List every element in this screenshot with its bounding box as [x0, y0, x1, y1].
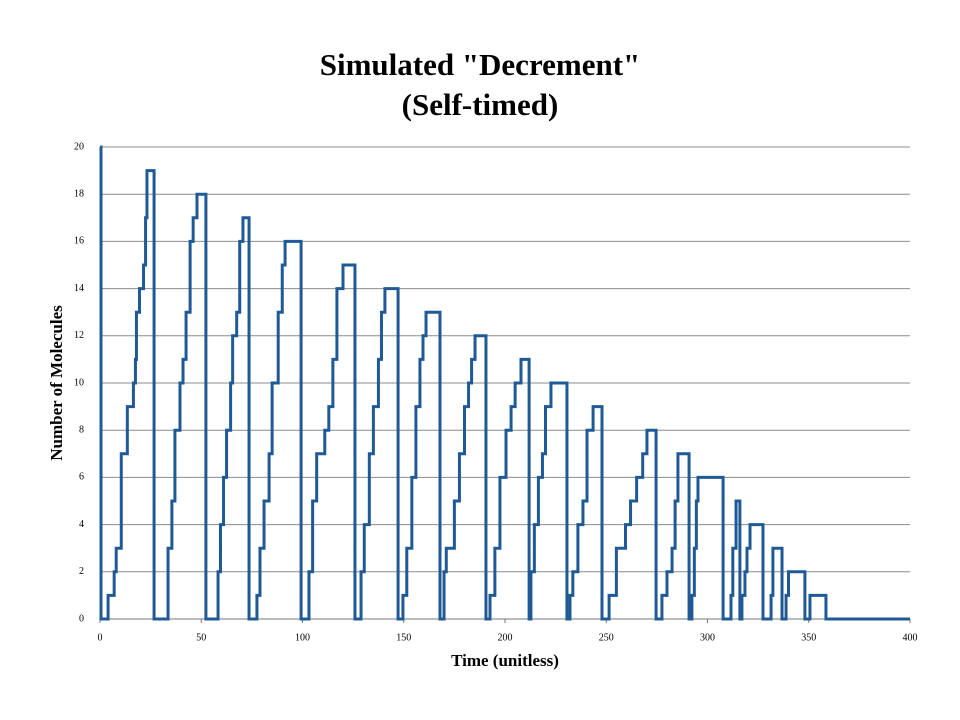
x-tick-label: 400	[903, 632, 918, 643]
y-tick-label: 16	[74, 236, 84, 247]
x-tick-label: 350	[801, 632, 816, 643]
y-tick-label: 8	[79, 424, 84, 435]
x-tick-label: 250	[599, 632, 614, 643]
x-tick-label: 50	[196, 632, 206, 643]
x-tick-label: 300	[700, 632, 715, 643]
chart-title: (Self-timed)	[402, 87, 559, 122]
x-tick-label: 200	[498, 632, 513, 643]
y-tick-label: 2	[79, 566, 84, 577]
x-axis-label: Time (unitless)	[451, 651, 559, 670]
y-axis-label: Number of Molecules	[47, 305, 66, 461]
y-tick-label: 0	[79, 613, 84, 624]
y-tick-label: 20	[74, 141, 84, 152]
y-tick-label: 12	[74, 330, 84, 341]
y-tick-label: 18	[74, 188, 84, 199]
chart-title: Simulated "Decrement"	[320, 47, 641, 82]
y-tick-label: 14	[74, 283, 84, 294]
y-tick-label: 6	[79, 472, 84, 483]
y-tick-label: 10	[74, 377, 84, 388]
x-tick-label: 150	[396, 632, 411, 643]
y-tick-label: 4	[79, 519, 84, 530]
x-tick-label: 0	[98, 632, 103, 643]
data-line	[99, 145, 910, 621]
x-tick-label: 100	[295, 632, 310, 643]
